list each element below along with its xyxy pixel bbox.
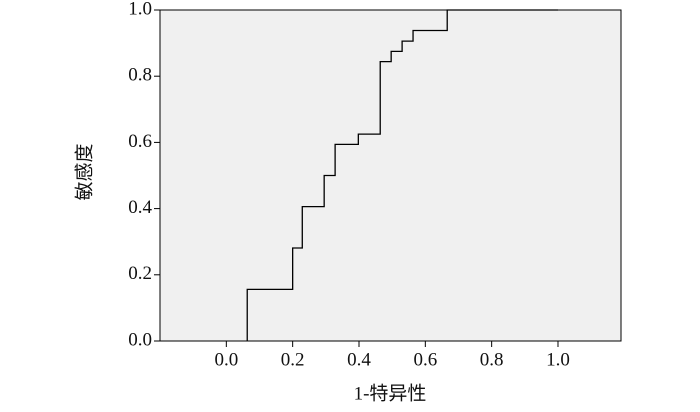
x-tick-label: 0.2 <box>281 349 305 370</box>
y-tick-label: 0.6 <box>128 131 152 152</box>
roc-curve <box>246 9 558 341</box>
plot-area <box>159 9 622 342</box>
y-tick-label: 1.0 <box>128 0 152 19</box>
x-tick-label: 0.6 <box>413 349 437 370</box>
x-axis-label: 1-特异性 <box>354 382 427 404</box>
x-tick-label: 0.0 <box>214 349 238 370</box>
x-tick-label: 0.8 <box>480 349 504 370</box>
x-tick-label: 1.0 <box>546 349 570 370</box>
y-axis-label: 敏感度 <box>73 143 95 200</box>
y-tick-label: 0.4 <box>128 197 152 218</box>
y-tick-label: 0.0 <box>128 329 152 350</box>
x-tick-label: 0.4 <box>347 349 371 370</box>
y-tick-label: 0.8 <box>128 65 152 86</box>
y-tick-label: 0.2 <box>128 263 152 284</box>
